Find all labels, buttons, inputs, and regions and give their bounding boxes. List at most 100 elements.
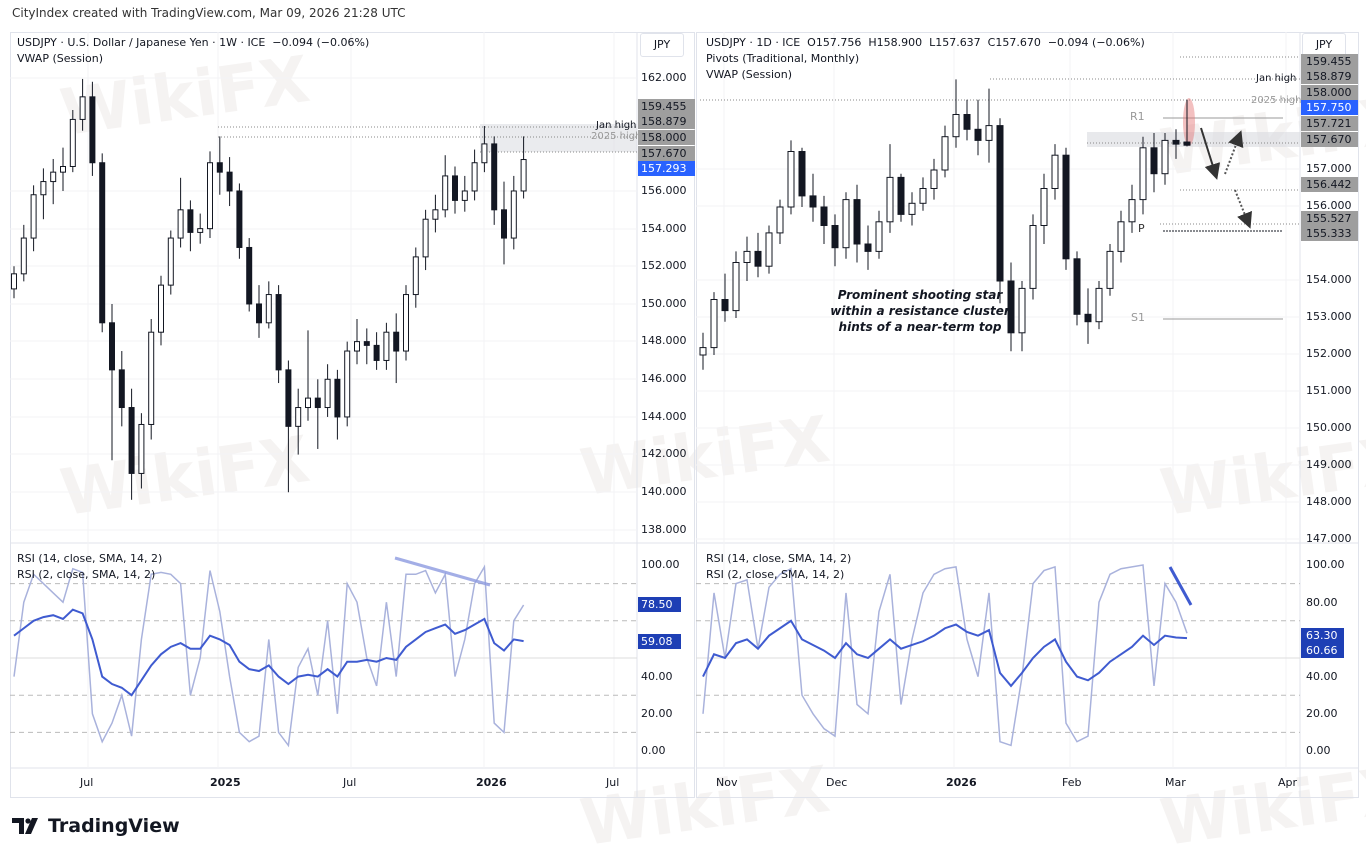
candle-up (1095, 287, 1103, 323)
candle-up (1106, 250, 1114, 289)
price-badge: 157.293 (638, 161, 695, 176)
candle-up (177, 209, 184, 239)
candle-up (148, 331, 155, 425)
price-badge: 158.879 (1301, 69, 1358, 84)
candle-up (941, 136, 949, 171)
price-tick-label: 149.000 (1306, 458, 1352, 471)
rsi-tick-label: 100.00 (1306, 558, 1345, 571)
annotation-line-3: hints of a near-term top (838, 320, 1002, 334)
time-tick-label: Jul (80, 776, 94, 789)
candle-up (354, 341, 360, 352)
daily-rsi2-label: RSI (2, close, SMA, 14, 2) (706, 568, 845, 581)
price-tick-label: 154.000 (641, 222, 687, 235)
price-tick-label: 146.000 (641, 372, 687, 385)
price-tick-label: 151.000 (1306, 384, 1352, 397)
weekly-chart-panel[interactable] (10, 32, 695, 798)
rsi-badge: 63.30 (1301, 628, 1344, 643)
candle-up (138, 423, 145, 474)
price-tick-label: 156.000 (641, 184, 687, 197)
annotation-line-1: Prominent shooting star (837, 288, 1003, 302)
candle-up (787, 151, 795, 208)
price-tick-label: 154.000 (1306, 273, 1352, 286)
candle-up (40, 181, 47, 196)
2025-high-label: 2025 high (591, 131, 642, 142)
candle-up (520, 159, 527, 192)
weekly-chart-title: USDJPY · U.S. Dollar / Japanese Yen · 1W… (17, 36, 370, 49)
candle-up (60, 166, 66, 173)
candle-up (344, 350, 351, 418)
daily-chart-panel[interactable] (696, 32, 1359, 798)
candle-up (11, 273, 17, 290)
jan-high-label: Jan high (596, 120, 637, 131)
rsi2-line (702, 564, 1188, 747)
rsi-tick-label: 0.00 (1306, 744, 1331, 757)
price-badge: 157.670 (1301, 132, 1358, 147)
shooting-star-highlight (1183, 98, 1195, 146)
price-badge: 158.879 (638, 114, 695, 129)
candle-down (963, 114, 971, 130)
dotted-down-arrow (1234, 189, 1252, 229)
price-badge: 156.442 (1301, 177, 1358, 192)
candle-up (461, 190, 468, 201)
candle-down (501, 209, 507, 239)
candle-up (1029, 225, 1037, 289)
candle-up (743, 250, 751, 263)
candle-down (831, 225, 839, 249)
candle-up (952, 114, 960, 138)
candle-up (471, 162, 478, 192)
candle-up (886, 176, 894, 223)
time-tick-label: 2026 (946, 776, 977, 789)
price-badge: 157.750 (1301, 100, 1358, 115)
daily-currency-button[interactable]: JPY (1302, 33, 1346, 57)
candle-down (393, 331, 400, 352)
price-badge: 158.000 (1301, 85, 1358, 100)
dotted-up-arrow (1224, 130, 1244, 175)
price-tick-label: 140.000 (641, 485, 687, 498)
candle-up (510, 190, 517, 239)
candle-down (1172, 139, 1180, 145)
price-tick-label: 147.000 (1306, 532, 1352, 545)
rsi14-line (702, 619, 1188, 688)
price-tick-label: 148.000 (641, 334, 687, 347)
candle-up (207, 162, 213, 230)
candle-down (109, 322, 115, 371)
candle-down (809, 195, 817, 208)
candle-up (919, 188, 927, 204)
candle-down (1062, 154, 1070, 260)
price-tick-label: 156.000 (1306, 199, 1352, 212)
candle-up (442, 175, 449, 211)
daily-vwap-label: VWAP (Session) (706, 68, 793, 81)
candle-up (30, 194, 37, 239)
candle-down (1007, 280, 1015, 334)
candle-up (1161, 139, 1169, 175)
tradingview-logo-icon (12, 818, 38, 834)
rsi-badge: 78.50 (638, 597, 681, 612)
rsi14-line (13, 608, 524, 697)
weekly-currency-button[interactable]: JPY (640, 33, 684, 57)
candle-down (798, 151, 806, 197)
candle-up (412, 256, 419, 296)
price-tick-label: 162.000 (641, 71, 687, 84)
time-tick-label: Mar (1165, 776, 1186, 789)
pivot-p-label: P (1138, 222, 1145, 235)
candle-up (1117, 221, 1125, 252)
rsi2-line (13, 564, 525, 748)
candle-up (875, 221, 883, 252)
price-badge: 159.455 (1301, 54, 1358, 69)
candle-up (930, 169, 938, 189)
candle-up (158, 284, 164, 333)
price-tick-label: 150.000 (641, 297, 687, 310)
candle-down (236, 190, 243, 248)
tradingview-logo[interactable]: TradingView (12, 815, 180, 837)
candle-up (985, 125, 993, 141)
candle-down (216, 162, 223, 173)
daily-chart-title: USDJPY · 1D · ICE O157.756 H158.900 L157… (706, 36, 1145, 49)
tradingview-logo-text: TradingView (48, 815, 180, 837)
price-tick-label: 153.000 (1306, 310, 1352, 323)
candle-up (432, 209, 439, 220)
candle-down (226, 171, 233, 192)
candle-down (491, 143, 498, 211)
weekly-rsi2-label: RSI (2, close, SMA, 14, 2) (17, 568, 156, 581)
candle-down (373, 344, 380, 361)
